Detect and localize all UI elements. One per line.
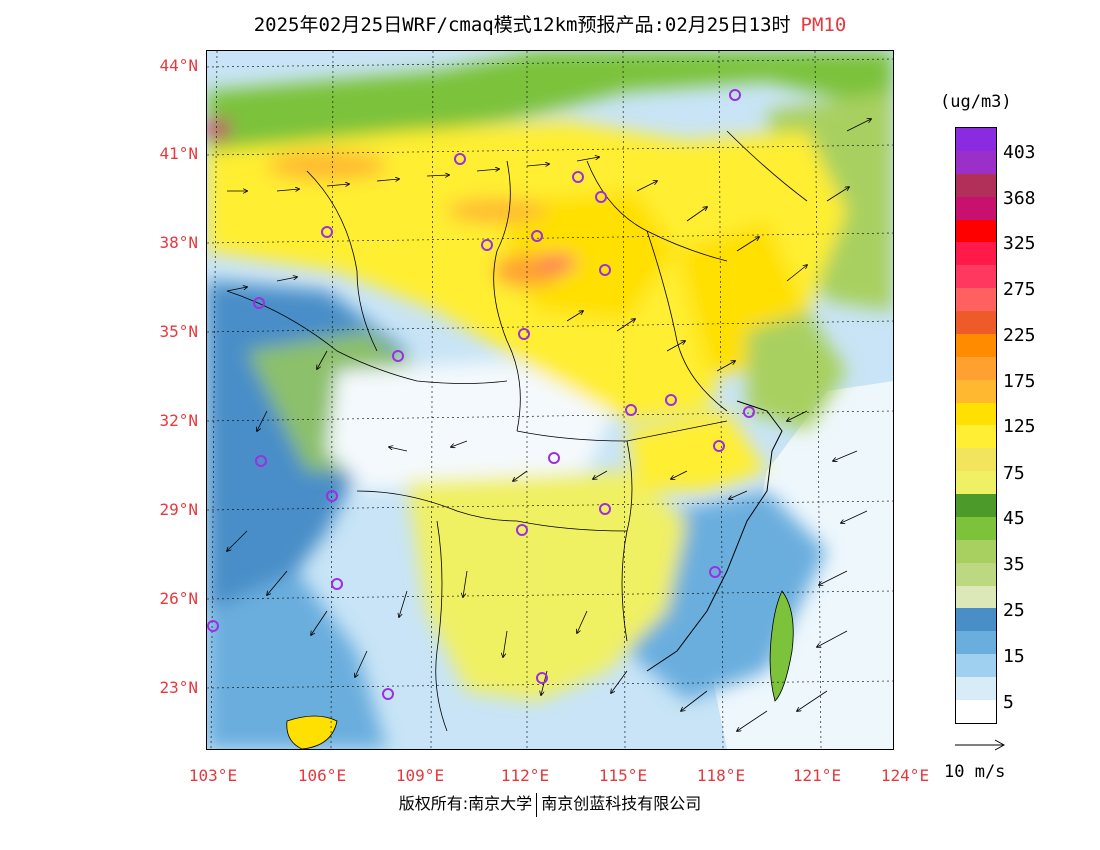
colorbar-tick-label: 368 xyxy=(1003,188,1036,209)
lat-label-23n: 23°N xyxy=(159,678,198,697)
colorbar-tick-label: 15 xyxy=(1003,646,1025,667)
lat-label-35n: 35°N xyxy=(159,322,198,341)
colorbar-segment xyxy=(956,471,996,494)
colorbar-tick-label: 125 xyxy=(1003,416,1036,437)
colorbar-tick-label: 25 xyxy=(1003,600,1025,621)
colorbar-segment xyxy=(956,150,996,174)
hainan-island xyxy=(286,715,338,749)
copyright-separator xyxy=(536,792,538,817)
lon-label-118e: 118°E xyxy=(696,766,746,785)
colorbar-segment xyxy=(956,196,996,220)
lat-label-44n: 44°N xyxy=(159,56,198,75)
colorbar-segment xyxy=(956,562,996,586)
colorbar-segment xyxy=(956,173,996,197)
city-markers xyxy=(207,89,755,700)
colorbar-segment xyxy=(956,516,996,540)
copyright-owner-1: 版权所有:南京大学 xyxy=(398,794,533,813)
colorbar-segment xyxy=(956,379,996,403)
lat-label-38n: 38°N xyxy=(159,233,198,252)
lat-label-41n: 41°N xyxy=(159,144,198,163)
title-text: 2025年02月25日WRF/cmaq模式12km预报产品:02月25日13时 xyxy=(253,14,791,36)
colorbar-tick-label: 45 xyxy=(1003,508,1025,529)
lat-label-29n: 29°N xyxy=(159,500,198,519)
colorbar-segment xyxy=(956,333,996,357)
lon-label-109e: 109°E xyxy=(395,766,445,785)
lon-label-121e: 121°E xyxy=(792,766,842,785)
colorbar-segment xyxy=(956,654,996,677)
colorbar-segment xyxy=(956,608,996,632)
lon-label-103e: 103°E xyxy=(188,766,238,785)
graticule xyxy=(207,51,893,749)
pm10-forecast-map[interactable] xyxy=(206,50,894,750)
wind-reference-arrow-icon xyxy=(955,739,1006,751)
colorbar-segment xyxy=(956,425,996,449)
wind-reference-label: 10 m/s xyxy=(944,762,1006,782)
map-title: 2025年02月25日WRF/cmaq模式12km预报产品:02月25日13时 P… xyxy=(0,10,1100,37)
colorbar-tick-label: 5 xyxy=(1003,692,1014,713)
taiwan-island xyxy=(769,590,794,702)
colorbar-tick-label: 75 xyxy=(1003,463,1025,484)
colorbar-segment xyxy=(956,585,996,609)
colorbar-segment xyxy=(956,356,996,380)
colorbar-tick-label: 225 xyxy=(1003,325,1036,346)
colorbar xyxy=(955,127,997,724)
lon-label-124e: 124°E xyxy=(880,766,930,785)
colorbar-segment xyxy=(956,265,996,289)
lon-label-112e: 112°E xyxy=(500,766,550,785)
lon-label-106e: 106°E xyxy=(297,766,347,785)
species-label: PM10 xyxy=(800,14,847,36)
colorbar-tick-label: 325 xyxy=(1003,233,1036,254)
colorbar-segment xyxy=(956,242,996,266)
colorbar-segment xyxy=(956,631,996,655)
colorbar-tick-label: 403 xyxy=(1003,142,1036,163)
colorbar-segment xyxy=(956,402,996,426)
colorbar-segment xyxy=(956,288,996,311)
colorbar-tick-label: 175 xyxy=(1003,371,1036,392)
copyright-owner-2: 南京创蓝科技有限公司 xyxy=(541,794,702,813)
colorbar-segment xyxy=(956,539,996,563)
colorbar-segment xyxy=(956,677,996,700)
colorbar-segment xyxy=(956,128,996,151)
lon-label-115e: 115°E xyxy=(598,766,648,785)
colorbar-tick-label: 35 xyxy=(1003,554,1025,575)
colorbar-segment xyxy=(956,311,996,334)
colorbar-unit: (ug/m3) xyxy=(940,92,1012,112)
coastline xyxy=(646,400,783,672)
colorbar-segment xyxy=(956,219,996,243)
lat-label-26n: 26°N xyxy=(159,589,198,608)
colorbar-segment xyxy=(956,494,996,517)
province-borders xyxy=(226,130,808,732)
map-canvas xyxy=(207,51,893,749)
wind-vectors xyxy=(227,119,871,731)
copyright-footer: 版权所有:南京大学 南京创蓝科技有限公司 xyxy=(0,790,1100,817)
colorbar-segment xyxy=(956,699,996,723)
colorbar-segment xyxy=(956,448,996,472)
colorbar-tick-label: 275 xyxy=(1003,279,1036,300)
lat-label-32n: 32°N xyxy=(159,411,198,430)
